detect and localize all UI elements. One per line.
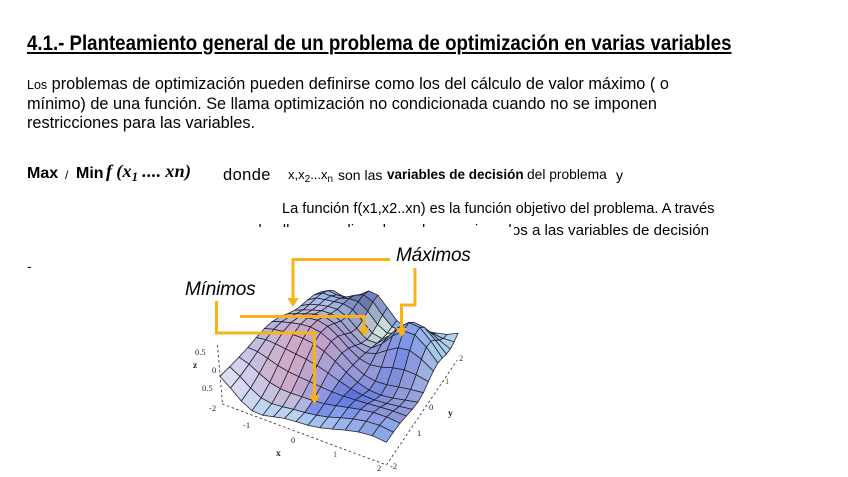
svg-text:y: y [448, 409, 453, 419]
svg-text:-2: -2 [390, 461, 397, 471]
svg-text:-1: -1 [243, 420, 250, 430]
svg-text:0.5: 0.5 [202, 383, 213, 393]
svg-text:-2: -2 [209, 403, 216, 413]
svg-text:2: 2 [377, 463, 381, 473]
svg-text:2: 2 [459, 353, 463, 363]
svg-text:1: 1 [417, 428, 421, 438]
svg-text:0: 0 [212, 365, 216, 375]
svg-text:1: 1 [445, 376, 449, 386]
svg-text:0: 0 [291, 435, 295, 445]
svg-text:x: x [276, 449, 281, 459]
svg-text:z: z [193, 361, 198, 371]
svg-text:0: 0 [429, 402, 433, 412]
svg-text:0.5: 0.5 [195, 347, 206, 357]
svg-text:1: 1 [333, 449, 337, 459]
